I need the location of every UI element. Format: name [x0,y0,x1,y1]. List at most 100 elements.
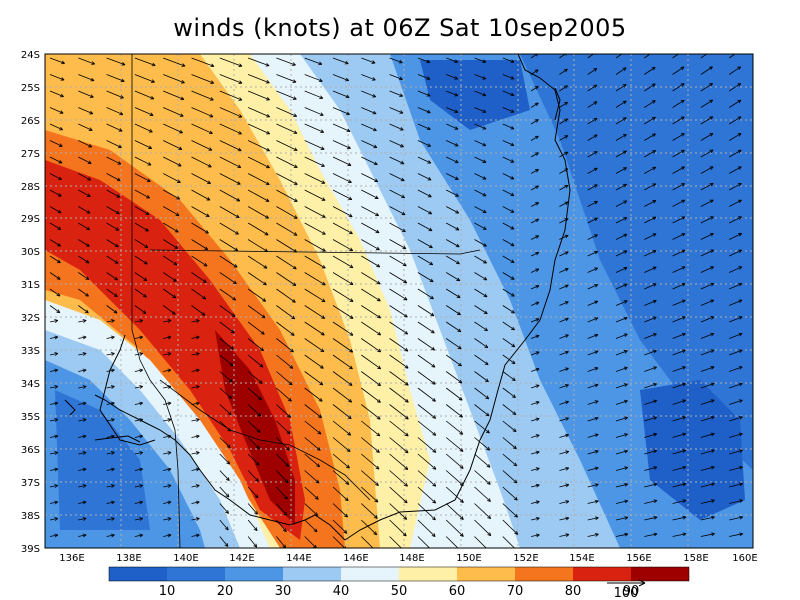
wind-arrow-head [54,352,59,356]
wind-arrow-head [266,147,271,152]
wind-arrow-head [147,162,152,166]
wind-arrow [615,433,628,438]
wind-arrow [78,90,94,98]
wind-arrow [530,268,540,273]
wind-arrow [530,467,540,471]
wind-arrow [700,283,714,290]
wind-arrow [219,74,243,84]
wind-arrow-head [624,516,629,520]
colorbar-label: 50 [391,584,408,599]
wind-arrow-head [167,352,172,356]
wind-arrow [78,107,93,115]
lon-label: 156E [626,553,651,564]
wind-arrow-head [682,416,686,420]
wind-arrow [106,206,120,215]
wind-arrow-head [204,230,209,234]
wind-arrow [78,272,90,280]
wind-arrow [389,288,408,301]
wind-arrow [332,519,348,534]
wind-arrow [672,433,686,438]
wind-arrow [106,140,122,149]
wind-arrow [304,354,324,369]
wind-arrow-head [293,113,298,117]
wind-arrow-head [320,129,325,133]
wind-arrow [191,57,215,67]
wind-arrow-head [404,449,409,454]
wind-arrow-head [485,429,490,434]
wind-arrow-head [622,67,627,71]
wind-arrow-head [349,264,354,269]
wind-arrow [417,486,436,504]
wind-arrow [106,57,126,66]
wind-arrow-head [377,365,382,370]
wind-arrow-head [173,261,178,266]
wind-arrow [474,107,487,113]
wind-arrow [417,387,436,402]
wind-arrow-head [373,161,378,166]
wind-arrow [729,316,743,323]
wind-arrow-head [653,399,658,404]
wind-arrow-head [738,349,743,353]
wind-arrow-head [651,83,656,88]
wind-arrow-head [454,159,459,164]
wind-arrow [474,371,489,383]
colorbar-label: 10 [159,584,176,599]
wind-arrow [134,156,152,166]
wind-arrow [106,452,115,455]
wind-arrow-head [167,434,172,439]
wind-arrow [361,404,381,420]
wind-arrow-head [377,314,381,319]
wind-arrow-head [564,317,569,322]
wind-arrow [587,217,598,224]
wind-arrow-head [737,133,742,137]
wind-arrow [219,486,230,498]
wind-arrow [729,166,742,174]
wind-arrow-head [565,500,570,504]
wind-arrow-head [738,415,743,420]
wind-arrow [417,437,437,453]
wind-arrow-head [564,284,569,289]
wind-arrow-head [321,315,326,319]
wind-arrow [729,383,743,389]
wind-arrow-head [564,218,569,222]
wind-arrow [134,419,143,422]
wind-arrow [446,222,460,231]
wind-arrow [191,239,208,250]
wind-arrow [446,239,460,248]
wind-arrow-head [82,484,87,488]
wind-arrow-head [287,397,292,402]
wind-arrow [304,470,320,484]
wind-arrow-head [738,233,743,237]
wind-arrow [587,300,598,306]
wind-arrow-head [225,493,230,498]
wind-arrow [474,486,491,502]
wind-arrow [644,516,658,521]
wind-arrow [530,451,540,455]
coastline [64,54,571,548]
wind-arrow-head [195,484,200,488]
wind-arrow [163,518,172,521]
wind-arrow [134,140,152,149]
wind-arrow [729,349,743,356]
wind-arrow [134,272,148,281]
wind-arrow-head [711,515,715,520]
wind-arrow-head [710,465,715,470]
wind-arrow [361,239,380,251]
wind-arrow [502,222,515,230]
wind-arrow [361,156,378,165]
wind-arrow [700,133,714,141]
wind-arrow-head [534,119,539,123]
wind-arrow [729,466,743,471]
wind-arrow-head [113,309,118,314]
wind-arrow-head [565,384,569,388]
wind-arrow [49,485,58,488]
wind-arrow-head [142,293,147,298]
wind-arrow [672,83,685,92]
wind-arrow [304,173,326,184]
colorbar-segment [573,567,631,581]
wind-arrow-head [265,62,270,67]
wind-arrow-head [653,532,658,537]
wind-arrow [389,470,408,487]
wind-arrow-head [87,177,92,181]
wind-arrow-head [535,185,539,190]
